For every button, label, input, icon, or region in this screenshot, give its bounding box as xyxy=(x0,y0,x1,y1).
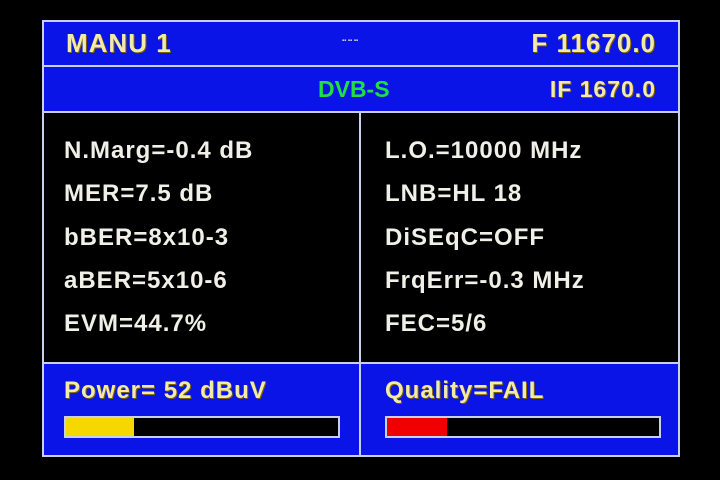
frequency-label: F 11670.0 xyxy=(531,28,656,58)
mode-label: MANU 1 xyxy=(66,28,172,58)
fec-value: FEC=5/6 xyxy=(385,310,488,337)
lnb-value: LNB=HL 18 xyxy=(385,180,523,207)
if-frequency-label: IF 1670.0 xyxy=(549,76,656,102)
power-label: Power= 52 dBuV xyxy=(64,377,267,404)
frqerr-value: FrqErr=-0.3 MHz xyxy=(385,267,585,294)
subheader-row xyxy=(44,67,678,113)
power-bar-fill xyxy=(66,418,134,436)
divider xyxy=(359,113,361,453)
quality-bar-fill xyxy=(387,418,447,436)
aber-value: aBER=5x10-6 xyxy=(64,267,228,294)
standard-label: DVB-S xyxy=(318,76,390,102)
level-panel xyxy=(44,362,678,455)
dots-indicator: ▪▪ ▪▪ ▪▪ xyxy=(342,38,359,44)
nmarg-value: N.Marg=-0.4 dB xyxy=(64,137,254,164)
lo-value: L.O.=10000 MHz xyxy=(385,137,583,164)
quality-bar xyxy=(385,416,661,438)
mer-value: MER=7.5 dB xyxy=(64,180,214,207)
quality-label: Quality=FAIL xyxy=(385,377,545,404)
diseqc-value: DiSEqC=OFF xyxy=(385,224,546,251)
power-bar xyxy=(64,416,340,438)
bottom-divider xyxy=(359,362,361,455)
bber-value: bBER=8x10-3 xyxy=(64,224,230,251)
header-row xyxy=(44,22,678,67)
evm-value: EVM=44.7% xyxy=(64,310,208,337)
